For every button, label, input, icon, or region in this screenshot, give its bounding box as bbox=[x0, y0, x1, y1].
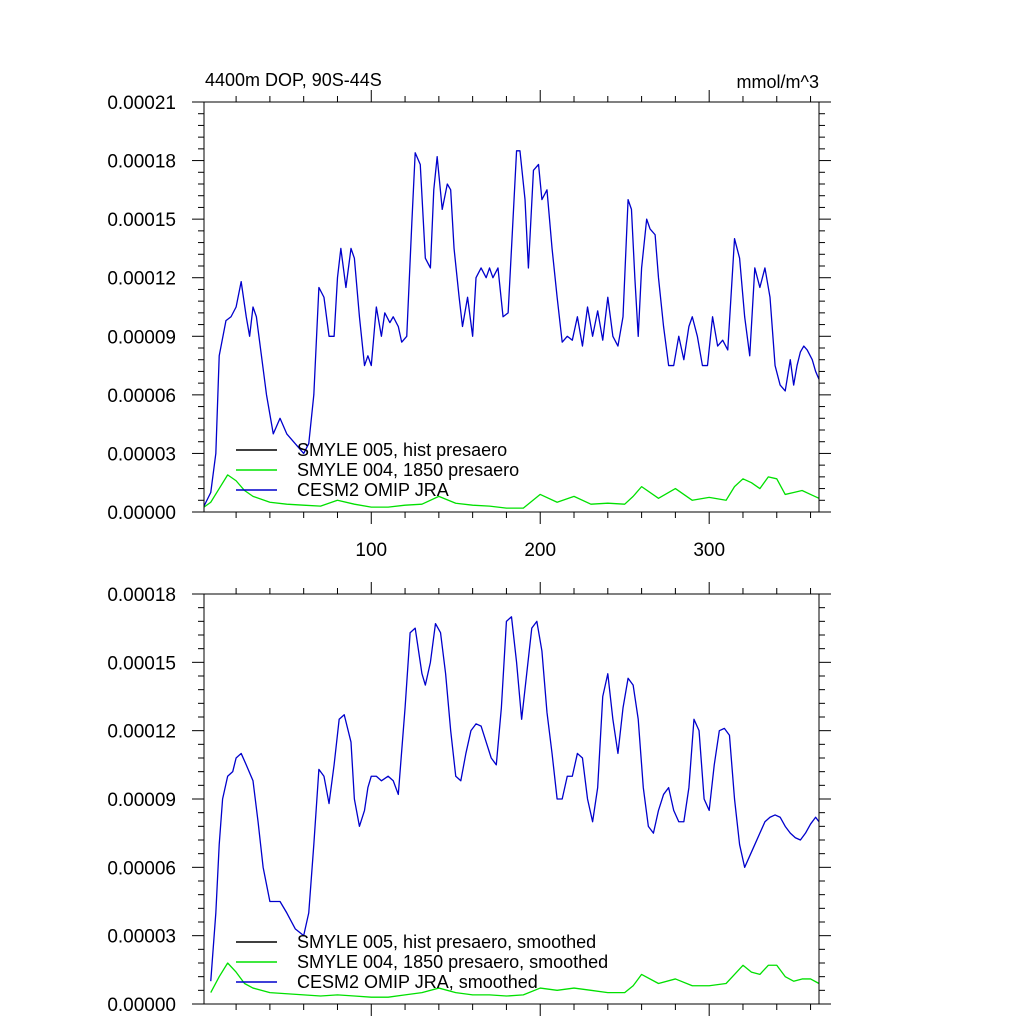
y-tick-label: 0.00015 bbox=[107, 653, 176, 674]
x-tick-label: 100 bbox=[355, 540, 387, 561]
plot-frame bbox=[203, 101, 820, 513]
y-tick-label: 0.00000 bbox=[107, 995, 176, 1016]
chart-title: 4400m DOP, 90S-44S bbox=[205, 70, 382, 90]
y-tick-label: 0.00012 bbox=[107, 722, 176, 743]
y-tick-label: 0.00006 bbox=[107, 858, 176, 879]
y-tick-label: 0.00015 bbox=[107, 210, 176, 231]
x-tick-label: 200 bbox=[524, 540, 556, 561]
x-tick-label: 300 bbox=[693, 540, 725, 561]
y-tick-label: 0.00003 bbox=[107, 927, 176, 948]
y-tick-label: 0.00000 bbox=[107, 503, 176, 524]
chart-legend: SMYLE 005, hist presaero, smoothedSMYLE … bbox=[236, 932, 608, 992]
y-tick-label: 0.00003 bbox=[107, 444, 176, 465]
legend-label: SMYLE 005, hist presaero bbox=[297, 440, 507, 460]
series-line-2 bbox=[210, 962, 820, 998]
legend-label: CESM2 OMIP JRA bbox=[297, 480, 449, 500]
y-tick-label: 0.00009 bbox=[107, 327, 176, 348]
legend-label: SMYLE 005, hist presaero, smoothed bbox=[297, 932, 596, 952]
y-tick-label: 0.00006 bbox=[107, 386, 176, 407]
series-line-2 bbox=[203, 474, 820, 509]
chart-panel-1: 0.00000 0.00003 0.00006 0.00009 0.00012 0.000… bbox=[107, 70, 831, 561]
legend-label: SMYLE 004, 1850 presaero, smoothed bbox=[297, 952, 608, 972]
y-tick-label: 0.00018 bbox=[107, 585, 176, 606]
legend-label: CESM2 OMIP JRA, smoothed bbox=[297, 972, 538, 992]
series-line-3 bbox=[203, 150, 820, 507]
y-tick-label: 0.00012 bbox=[107, 269, 176, 290]
y-tick-label: 0.00009 bbox=[107, 790, 176, 811]
chart-panel-2: 0.00000 0.00003 0.00006 0.00009 0.00012 0.000… bbox=[107, 582, 831, 1016]
series-line-3 bbox=[210, 616, 820, 982]
legend-label: SMYLE 004, 1850 presaero bbox=[297, 460, 519, 480]
y-tick-label: 0.00018 bbox=[107, 152, 176, 173]
y-tick-label: 0.00021 bbox=[107, 93, 176, 114]
chart-units: mmol/m^3 bbox=[737, 72, 819, 92]
